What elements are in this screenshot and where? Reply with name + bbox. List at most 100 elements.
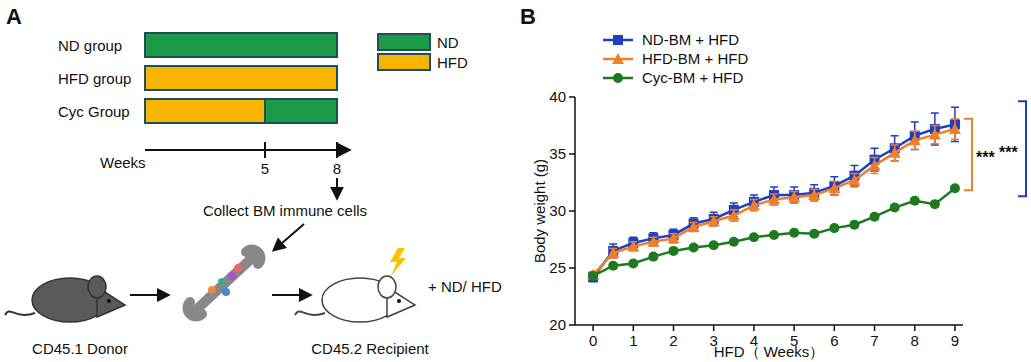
significance-label: *** <box>999 144 1018 161</box>
data-point <box>848 174 860 185</box>
data-point <box>607 247 619 258</box>
data-point <box>929 129 941 140</box>
legend-label: ND-BM + HFD <box>642 31 739 48</box>
legend-label: ND <box>437 34 459 51</box>
y-axis-label: Body weight (g) <box>531 159 548 263</box>
data-point <box>668 232 680 243</box>
treatment-label: + ND/ HFD <box>428 278 502 295</box>
plot-area <box>587 107 961 282</box>
axis-label: Weeks <box>100 154 146 171</box>
data-point <box>708 215 720 226</box>
diet-segment <box>145 66 337 90</box>
y-tick-label: 35 <box>549 145 566 162</box>
legend-marker <box>612 53 624 64</box>
x-tick <box>673 325 675 331</box>
data-point <box>909 134 921 145</box>
diet-segment <box>265 99 337 123</box>
mouse-tail <box>295 311 325 315</box>
diet-segment <box>145 99 265 123</box>
x-tick-label: 0 <box>589 332 597 349</box>
legend-label: HFD-BM + HFD <box>642 50 748 67</box>
legend-marker <box>613 35 623 45</box>
caption: Collect BM immune cells <box>203 202 367 219</box>
timeline-tick <box>264 142 266 158</box>
x-tick-label: 6 <box>830 332 838 349</box>
y-tick-label: 30 <box>549 202 566 219</box>
data-point <box>769 230 779 240</box>
irradiation-icon <box>390 248 406 276</box>
arrow <box>130 294 168 296</box>
x-tick-label: 1 <box>629 332 637 349</box>
timeline-axis <box>145 149 349 151</box>
series-line <box>593 188 955 276</box>
data-point <box>889 147 901 158</box>
mouse-eye <box>107 299 111 303</box>
tick-label: 5 <box>261 160 269 177</box>
mouse-ear <box>378 276 396 298</box>
legend: ND-BM + HFD HFD-BM + HFD Cyc-BM + HFD <box>603 31 748 86</box>
data-point <box>809 229 819 239</box>
y-tick <box>569 153 575 155</box>
legend-marker <box>613 73 623 83</box>
panel-label: A <box>6 4 22 29</box>
recipient-label: CD45.2 Recipient <box>311 340 429 357</box>
data-point <box>647 236 659 247</box>
group-label: Cyc Group <box>58 103 130 120</box>
arrow <box>272 294 310 296</box>
significance-bracket <box>964 119 972 191</box>
data-point <box>910 196 920 206</box>
group-label: ND group <box>58 37 122 54</box>
y-tick <box>569 267 575 269</box>
group-label: HFD group <box>58 70 131 87</box>
figure: A ND group HFD group Cyc Group ND HFD Weeks 5 8 C… <box>0 0 1031 362</box>
data-point <box>949 123 961 134</box>
x-tick <box>713 325 715 331</box>
data-point <box>669 246 679 256</box>
x-axis-label: HFD（ Weeks） <box>714 343 825 360</box>
x-tick <box>793 325 795 331</box>
data-point <box>709 240 719 250</box>
timeline-tick <box>336 142 338 158</box>
data-point <box>808 189 820 200</box>
series-line <box>593 129 955 275</box>
data-point <box>849 220 859 230</box>
bm-cell <box>222 288 230 296</box>
series <box>588 183 960 281</box>
donor-label: CD45.1 Donor <box>32 340 128 357</box>
mouse-ear <box>88 276 106 298</box>
series <box>588 107 960 282</box>
mouse <box>5 276 125 322</box>
x-tick-label: 9 <box>951 332 959 349</box>
x-tick-label: 7 <box>870 332 878 349</box>
y-tick-label: 25 <box>549 259 566 276</box>
series-line <box>593 124 955 277</box>
legend-label: Cyc-BM + HFD <box>642 69 743 86</box>
x-tick <box>954 325 956 331</box>
bone-shape <box>188 250 261 317</box>
data-point <box>828 182 840 193</box>
mouse <box>295 276 415 322</box>
tick-label: 8 <box>333 160 341 177</box>
data-point <box>789 228 799 238</box>
data-point <box>628 258 638 268</box>
data-point <box>870 212 880 222</box>
data-point <box>829 223 839 233</box>
y-tick-label: 20 <box>549 316 566 333</box>
data-point <box>729 237 739 247</box>
x-tick <box>592 325 594 331</box>
bm-cell <box>208 286 216 294</box>
data-point <box>689 242 699 252</box>
data-point <box>930 199 940 209</box>
bone <box>188 250 261 317</box>
y-tick <box>569 96 575 98</box>
mouse-tail <box>5 311 35 315</box>
data-point <box>768 194 780 205</box>
x-tick <box>874 325 876 331</box>
legend-label: HFD <box>437 54 468 71</box>
data-point <box>608 261 618 271</box>
series <box>587 119 961 280</box>
arrow <box>336 178 338 198</box>
data-point <box>890 203 900 213</box>
x-tick-label: 2 <box>669 332 677 349</box>
legend-swatch <box>378 54 430 70</box>
